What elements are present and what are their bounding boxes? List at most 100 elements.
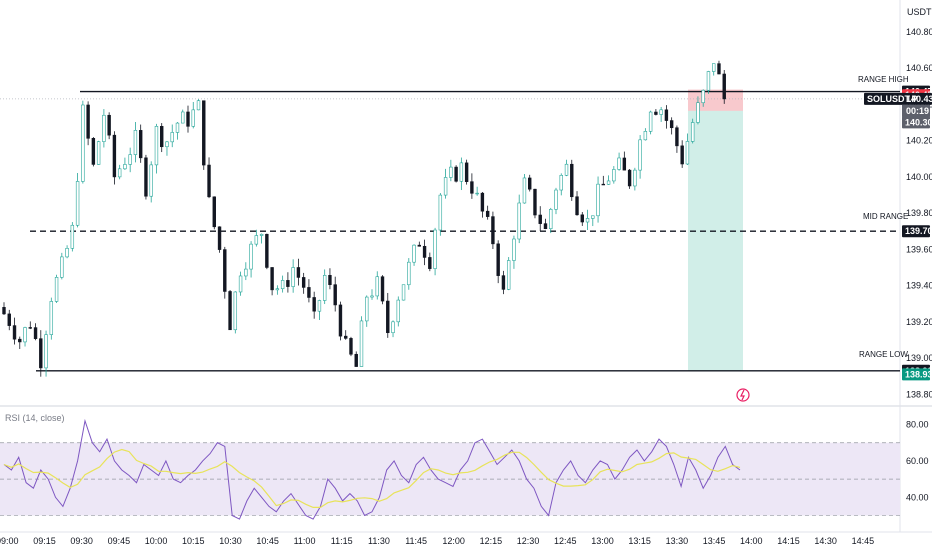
candle: [533, 188, 537, 219]
candle-body: [522, 177, 527, 204]
candle: [591, 215, 595, 227]
candle-body: [117, 168, 122, 178]
candle: [396, 296, 400, 327]
candle: [307, 279, 311, 303]
candle: [386, 292, 390, 338]
candle: [438, 193, 443, 236]
candle-body: [433, 229, 437, 269]
candle-body: [696, 102, 700, 123]
candle: [196, 99, 201, 111]
candle-body: [580, 214, 584, 223]
candle-body: [396, 299, 400, 323]
rsi-pane[interactable]: 80.00 60.00 40.00: [0, 418, 929, 520]
candle: [249, 241, 253, 278]
candle: [286, 272, 290, 293]
take-profit-zone: [688, 98, 743, 371]
candle-body: [44, 334, 48, 369]
price-tick-label: 139.20: [906, 317, 932, 327]
candle-body: [307, 287, 311, 298]
candle-body: [18, 338, 22, 343]
candle: [91, 137, 96, 167]
candle: [675, 125, 679, 153]
time-tick-label: 09:00: [0, 536, 19, 546]
price-tag-text: 140.30: [905, 117, 932, 127]
candle: [712, 63, 716, 76]
candle-body: [254, 235, 259, 245]
candle: [254, 229, 259, 247]
candle: [570, 159, 574, 201]
price-pane[interactable]: [0, 0, 932, 532]
candle-body: [449, 166, 453, 178]
candle-body: [538, 214, 542, 224]
candle-body: [480, 192, 485, 212]
candle: [491, 211, 495, 249]
candle-body: [570, 163, 574, 198]
candle: [149, 161, 153, 203]
candle-body: [175, 122, 180, 133]
candle: [664, 105, 669, 129]
time-tick-label: 11:15: [331, 536, 353, 546]
lightning-icon[interactable]: [736, 388, 750, 402]
candle: [265, 233, 269, 270]
candle: [322, 269, 327, 305]
candle-body: [549, 209, 553, 230]
currency-label: USDT: [907, 7, 932, 17]
candle-body: [39, 338, 43, 369]
time-tick-label: 14:30: [814, 536, 837, 546]
candle: [380, 275, 385, 305]
candle: [238, 271, 243, 296]
candle-body: [675, 127, 679, 147]
candle: [12, 317, 17, 345]
candle: [354, 351, 358, 367]
countdown-text: 00:19: [906, 106, 929, 116]
candle: [102, 109, 106, 148]
candle-body: [685, 141, 690, 165]
candle-body: [12, 325, 17, 340]
candle: [506, 257, 511, 291]
candle-body: [265, 233, 269, 268]
candle-body: [7, 313, 11, 326]
candle-body: [228, 291, 232, 331]
time-tick-label: 09:45: [108, 536, 131, 546]
candle: [428, 252, 432, 272]
candle: [154, 123, 159, 174]
candle-body: [144, 157, 148, 197]
candle-body: [370, 295, 374, 298]
candle: [580, 212, 584, 226]
candle-body: [528, 177, 532, 190]
candle: [86, 101, 90, 146]
candle: [191, 101, 195, 129]
candle-body: [212, 196, 216, 228]
price-tick-label: 139.60: [906, 244, 932, 254]
candle: [407, 258, 411, 290]
candle-body: [638, 139, 642, 171]
candle: [49, 297, 54, 340]
candle: [633, 167, 637, 191]
candle: [39, 330, 43, 377]
candle-body: [485, 210, 490, 217]
candle-body: [470, 181, 474, 194]
candle: [2, 302, 6, 315]
candle-body: [81, 104, 85, 182]
price-tag-text: 139.70: [905, 226, 932, 236]
time-tick-label: 10:00: [145, 536, 168, 546]
candle-body: [75, 181, 80, 226]
price-tick-label: 138.80: [906, 389, 932, 399]
range-low-label: RANGE LOW: [859, 350, 908, 359]
price-tick-label: 140.80: [906, 27, 932, 37]
candle: [23, 326, 27, 347]
candle-body: [238, 275, 243, 293]
candle: [706, 70, 711, 94]
candle: [512, 235, 516, 269]
candle: [270, 267, 274, 296]
candle-body: [606, 180, 611, 185]
candle-body: [165, 141, 169, 148]
time-tick-label: 10:45: [256, 536, 279, 546]
candle-body: [512, 238, 516, 261]
candle-body: [454, 166, 458, 182]
candle: [259, 233, 264, 244]
candle: [344, 330, 348, 340]
candle-body: [659, 109, 663, 115]
